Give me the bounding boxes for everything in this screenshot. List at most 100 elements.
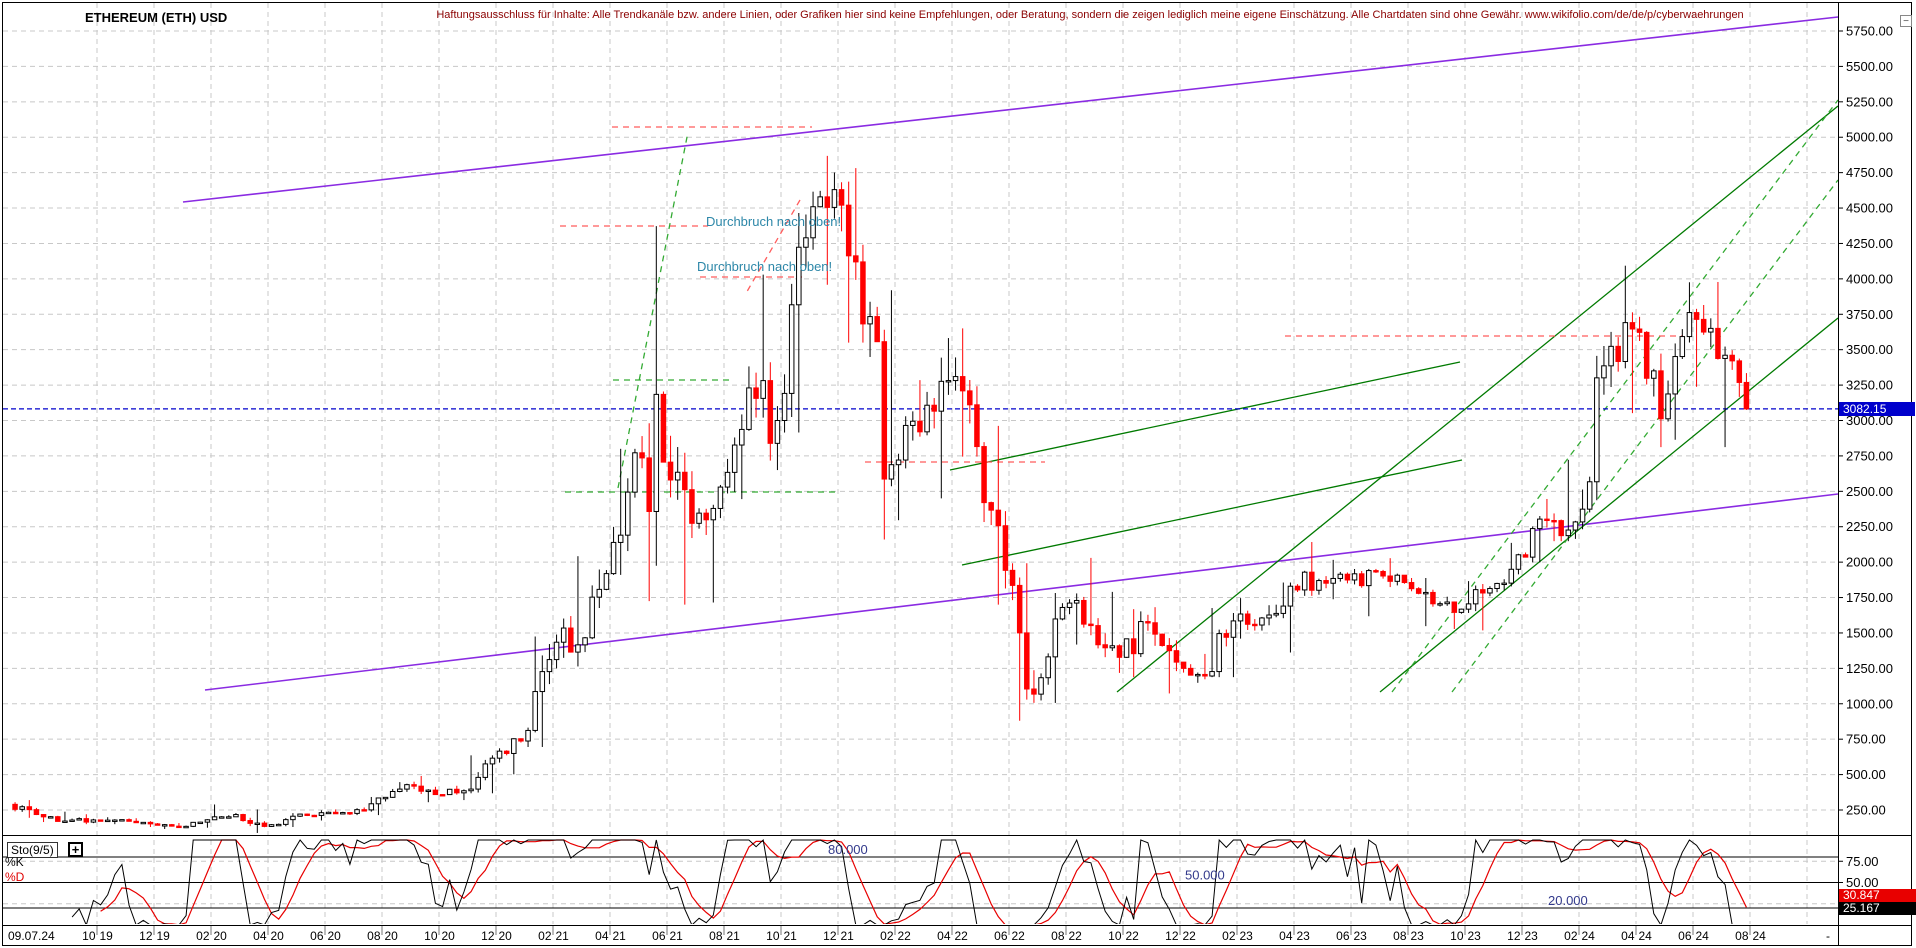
svg-text:4750.00: 4750.00 — [1846, 165, 1893, 180]
svg-text:02: 02 — [196, 929, 210, 943]
svg-text:50.000: 50.000 — [1185, 868, 1225, 883]
svg-text:08: 08 — [1393, 929, 1407, 943]
svg-text:23: 23 — [1525, 929, 1539, 943]
indicator-label[interactable]: Sto(9/5) — [7, 842, 58, 858]
svg-text:12: 12 — [823, 929, 837, 943]
svg-text:21: 21 — [784, 929, 798, 943]
svg-text:10: 10 — [766, 929, 780, 943]
svg-text:21: 21 — [841, 929, 855, 943]
svg-text:2000.00: 2000.00 — [1846, 555, 1893, 570]
svg-text:24: 24 — [1696, 929, 1710, 943]
svg-text:04: 04 — [937, 929, 951, 943]
svg-text:4250.00: 4250.00 — [1846, 236, 1893, 251]
svg-text:04: 04 — [1621, 929, 1635, 943]
svg-text:20: 20 — [442, 929, 456, 943]
svg-text:22: 22 — [1183, 929, 1197, 943]
svg-text:12: 12 — [481, 929, 495, 943]
minus-icon: − — [1903, 15, 1909, 27]
svg-text:02: 02 — [1222, 929, 1236, 943]
svg-text:5000.00: 5000.00 — [1846, 130, 1893, 145]
svg-text:22: 22 — [898, 929, 912, 943]
svg-text:23: 23 — [1240, 929, 1254, 943]
svg-text:1500.00: 1500.00 — [1846, 625, 1893, 640]
svg-text:-: - — [1826, 929, 1830, 943]
stoch-k-value-badge: 30.847 — [1839, 889, 1916, 902]
stoch-d-label: %D — [5, 870, 25, 884]
svg-text:20: 20 — [385, 929, 399, 943]
plus-icon: + — [71, 842, 80, 857]
svg-text:04: 04 — [595, 929, 609, 943]
gridlines-layer — [3, 3, 1838, 924]
svg-text:10: 10 — [82, 929, 96, 943]
svg-text:19: 19 — [157, 929, 171, 943]
svg-text:21: 21 — [670, 929, 684, 943]
current-price-badge: 3082.15 — [1839, 402, 1915, 416]
svg-text:2500.00: 2500.00 — [1846, 484, 1893, 499]
svg-text:12: 12 — [1165, 929, 1179, 943]
add-indicator-button[interactable]: + — [68, 842, 83, 857]
svg-text:02: 02 — [880, 929, 894, 943]
svg-text:21: 21 — [613, 929, 627, 943]
svg-text:50.00: 50.00 — [1846, 875, 1879, 890]
svg-text:04: 04 — [253, 929, 267, 943]
svg-text:1750.00: 1750.00 — [1846, 590, 1893, 605]
svg-text:4500.00: 4500.00 — [1846, 201, 1893, 216]
svg-text:1250.00: 1250.00 — [1846, 661, 1893, 676]
svg-text:09.07.24: 09.07.24 — [8, 929, 55, 943]
svg-text:1000.00: 1000.00 — [1846, 696, 1893, 711]
svg-text:12: 12 — [139, 929, 153, 943]
svg-text:06: 06 — [1336, 929, 1350, 943]
svg-text:12: 12 — [1507, 929, 1521, 943]
svg-text:5750.00: 5750.00 — [1846, 24, 1893, 39]
svg-text:20: 20 — [499, 929, 513, 943]
svg-text:3000.00: 3000.00 — [1846, 413, 1893, 428]
svg-text:22: 22 — [1012, 929, 1026, 943]
stoch-k-label: %K — [5, 855, 24, 869]
svg-text:4000.00: 4000.00 — [1846, 271, 1893, 286]
svg-text:24: 24 — [1582, 929, 1596, 943]
candles-layer — [12, 155, 1750, 833]
stoch-d-value-badge: 25.167 — [1839, 902, 1916, 915]
svg-text:500.00: 500.00 — [1846, 767, 1886, 782]
svg-text:3250.00: 3250.00 — [1846, 378, 1893, 393]
svg-text:08: 08 — [367, 929, 381, 943]
svg-text:23: 23 — [1297, 929, 1311, 943]
svg-text:250.00: 250.00 — [1846, 803, 1886, 818]
svg-text:22: 22 — [1069, 929, 1083, 943]
trend-lines-layer — [3, 16, 1838, 693]
svg-text:22: 22 — [955, 929, 969, 943]
svg-text:2250.00: 2250.00 — [1846, 519, 1893, 534]
svg-text:06: 06 — [994, 929, 1008, 943]
svg-text:10: 10 — [1108, 929, 1122, 943]
svg-text:20: 20 — [328, 929, 342, 943]
svg-text:10: 10 — [424, 929, 438, 943]
svg-text:2750.00: 2750.00 — [1846, 448, 1893, 463]
svg-text:19: 19 — [100, 929, 114, 943]
svg-text:20.000: 20.000 — [1548, 893, 1588, 908]
svg-text:04: 04 — [1279, 929, 1293, 943]
svg-text:3500.00: 3500.00 — [1846, 342, 1893, 357]
svg-text:3750.00: 3750.00 — [1846, 307, 1893, 322]
svg-text:23: 23 — [1354, 929, 1368, 943]
svg-text:75.00: 75.00 — [1846, 854, 1879, 869]
svg-text:24: 24 — [1639, 929, 1653, 943]
svg-text:24: 24 — [1753, 929, 1767, 943]
svg-text:06: 06 — [1678, 929, 1692, 943]
collapse-axis-button[interactable]: − — [1900, 15, 1912, 27]
svg-text:22: 22 — [1126, 929, 1140, 943]
svg-text:20: 20 — [214, 929, 228, 943]
chart-title: ETHEREUM (ETH) USD — [85, 10, 228, 25]
svg-text:08: 08 — [1735, 929, 1749, 943]
svg-text:08: 08 — [709, 929, 723, 943]
svg-text:23: 23 — [1411, 929, 1425, 943]
svg-text:5500.00: 5500.00 — [1846, 59, 1893, 74]
svg-text:750.00: 750.00 — [1846, 732, 1886, 747]
svg-text:5250.00: 5250.00 — [1846, 94, 1893, 109]
svg-text:06: 06 — [652, 929, 666, 943]
stochastic-layer — [71, 838, 1747, 924]
svg-text:21: 21 — [556, 929, 570, 943]
svg-text:10: 10 — [1450, 929, 1464, 943]
annotation-breakout-2: Durchbruch nach oben! — [697, 259, 833, 274]
